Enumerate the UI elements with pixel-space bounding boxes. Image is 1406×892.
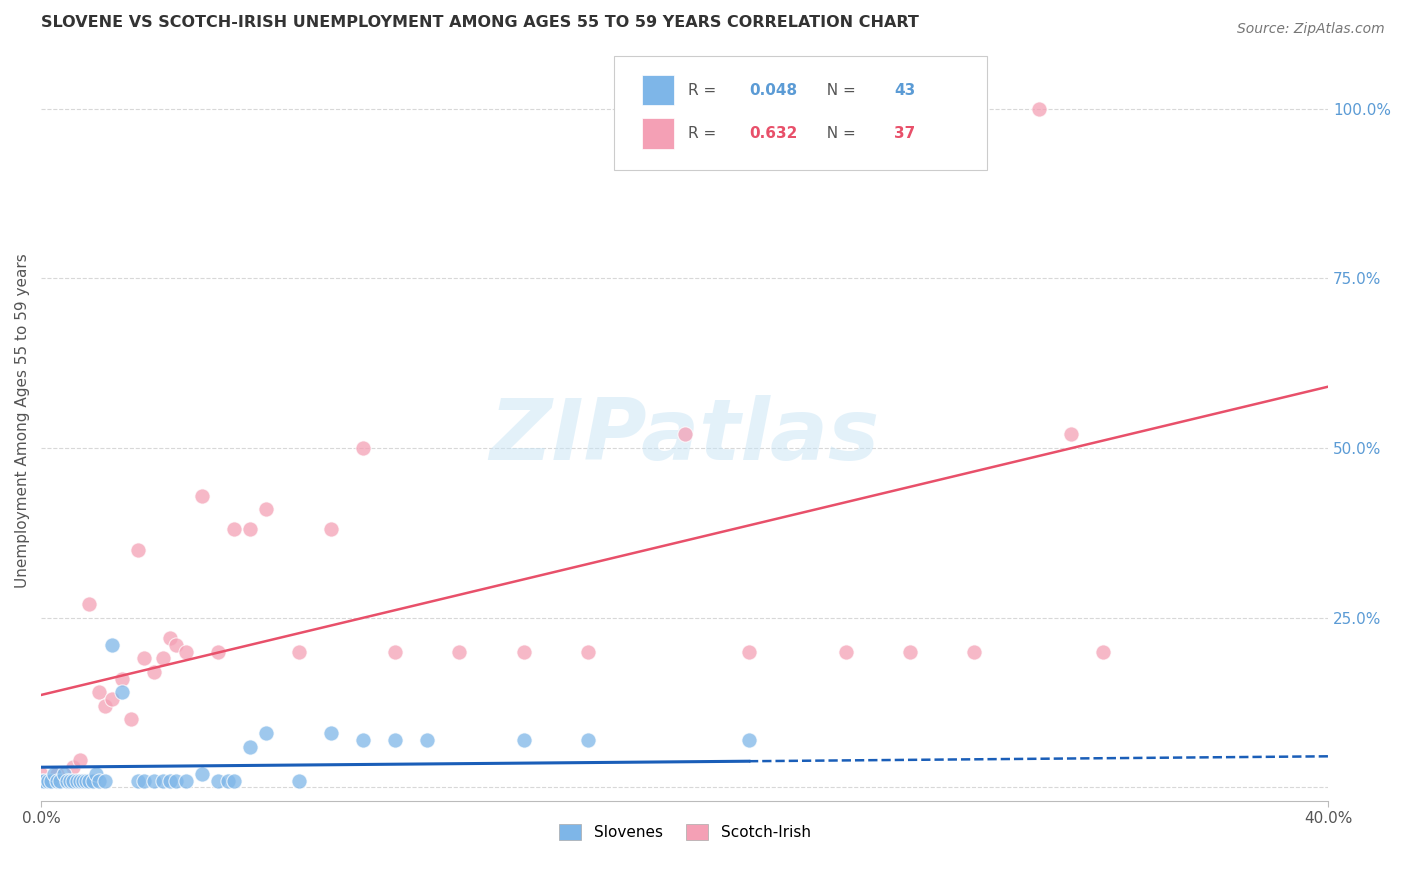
Point (30, 773, 52, 788)
Point (239, 739, 262, 754)
Point (738, 644, 761, 658)
Point (152, 773, 174, 788)
Point (287, 773, 309, 788)
Point (352, 441, 374, 455)
Text: ZIPatlas: ZIPatlas (489, 394, 880, 477)
Point (207, 644, 229, 658)
Point (576, 732, 599, 747)
Point (384, 644, 406, 658)
Point (52, 766, 75, 780)
Point (174, 644, 197, 658)
Text: 43: 43 (894, 83, 915, 98)
Point (110, 685, 132, 699)
Point (513, 644, 536, 658)
Point (75, 773, 97, 788)
Point (1091, 644, 1114, 658)
Point (65, 773, 87, 788)
Point (56, 773, 79, 788)
Text: R =: R = (689, 83, 721, 98)
Point (132, 651, 155, 665)
Point (110, 672, 132, 686)
Point (127, 773, 149, 788)
Point (224, 773, 246, 788)
Point (1028, 102, 1050, 116)
Point (69, 753, 91, 767)
Point (963, 644, 986, 658)
Text: N =: N = (817, 83, 860, 98)
Point (384, 732, 406, 747)
Point (513, 732, 536, 747)
Point (142, 665, 165, 679)
Point (62, 773, 84, 788)
Point (287, 644, 309, 658)
Legend: Slovenes, Scotch-Irish: Slovenes, Scotch-Irish (553, 818, 817, 847)
Point (254, 502, 277, 516)
Y-axis label: Unemployment Among Ages 55 to 59 years: Unemployment Among Ages 55 to 59 years (15, 253, 30, 588)
Point (94, 698, 117, 713)
Text: Source: ZipAtlas.com: Source: ZipAtlas.com (1237, 22, 1385, 37)
Point (174, 773, 197, 788)
Point (165, 638, 187, 652)
Point (87, 773, 110, 788)
Point (191, 489, 214, 503)
Text: R =: R = (689, 126, 721, 141)
Point (69, 773, 91, 788)
Point (39, 773, 62, 788)
Point (46, 773, 69, 788)
Point (319, 726, 342, 740)
Point (416, 732, 439, 747)
Point (62, 760, 84, 774)
Point (132, 773, 155, 788)
Point (224, 523, 246, 537)
Point (37, 773, 59, 788)
Text: SLOVENE VS SCOTCH-IRISH UNEMPLOYMENT AMONG AGES 55 TO 59 YEARS CORRELATION CHART: SLOVENE VS SCOTCH-IRISH UNEMPLOYMENT AMO… (41, 15, 920, 30)
Text: 0.632: 0.632 (749, 126, 797, 141)
Point (42, 766, 65, 780)
Point (738, 732, 761, 747)
Point (254, 726, 277, 740)
Point (449, 644, 471, 658)
Point (207, 773, 229, 788)
Point (239, 523, 262, 537)
Point (120, 713, 142, 727)
FancyBboxPatch shape (614, 56, 987, 170)
Text: 37: 37 (894, 126, 915, 141)
Point (34, 773, 56, 788)
Point (159, 773, 181, 788)
Point (46, 766, 69, 780)
Point (673, 427, 696, 442)
Point (319, 523, 342, 537)
Point (165, 773, 187, 788)
Point (59, 773, 82, 788)
Point (101, 638, 124, 652)
Point (1060, 427, 1083, 442)
Point (30, 766, 52, 780)
Point (898, 644, 921, 658)
Point (84, 766, 107, 780)
Point (49, 773, 72, 788)
Text: 0.048: 0.048 (749, 83, 797, 98)
Point (127, 542, 149, 557)
Point (352, 732, 374, 747)
Point (94, 773, 117, 788)
Point (159, 631, 181, 645)
Point (834, 644, 856, 658)
Point (191, 766, 214, 780)
FancyBboxPatch shape (643, 119, 675, 149)
Point (576, 644, 599, 658)
Point (72, 773, 94, 788)
Text: N =: N = (817, 126, 860, 141)
Point (217, 773, 239, 788)
Point (87, 685, 110, 699)
Point (142, 773, 165, 788)
Point (101, 692, 124, 706)
Point (152, 651, 174, 665)
Point (79, 773, 101, 788)
Point (79, 597, 101, 611)
Point (82, 773, 104, 788)
FancyBboxPatch shape (643, 75, 675, 105)
